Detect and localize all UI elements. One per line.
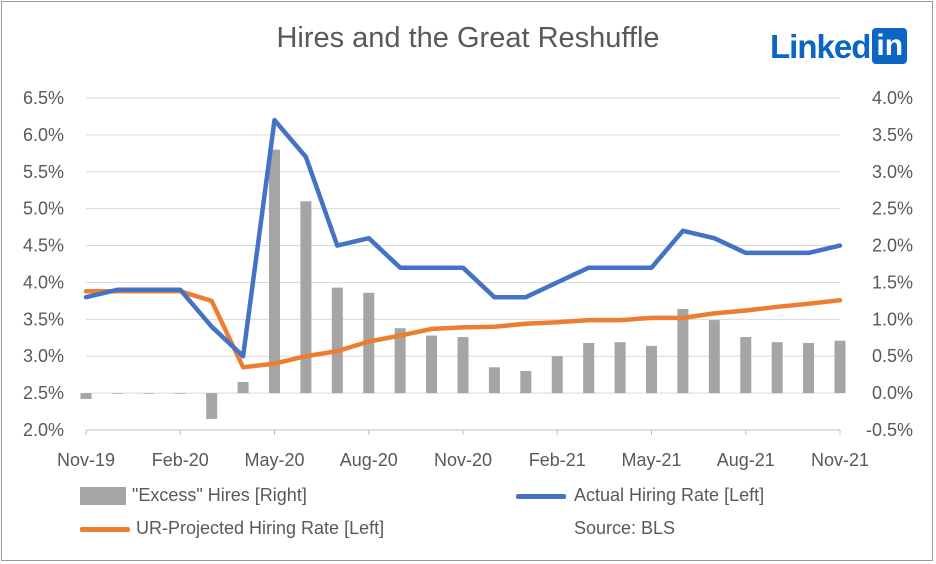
- bar: [143, 393, 155, 394]
- bar: [677, 309, 689, 394]
- bar: [394, 328, 406, 394]
- x-tick-label: Nov-19: [57, 450, 115, 470]
- bar: [708, 320, 720, 394]
- line-actual-hiring-rate: [83, 117, 843, 359]
- bar: [803, 342, 815, 394]
- left-axis-ticks: 2.0% 2.5% 3.0% 3.5% 4.0% 4.5% 5.0% 5.5% 6.0% 6.5%: [23, 88, 64, 440]
- bar: [174, 393, 186, 394]
- logo-wordmark: Linked: [770, 27, 871, 65]
- source-note: Source: BLS: [574, 518, 676, 538]
- bar: [583, 342, 595, 394]
- left-tick-label: 2.0%: [23, 420, 64, 440]
- bar-series-excess-hires: [80, 149, 846, 419]
- bar: [614, 342, 626, 394]
- right-tick-label: 1.0%: [872, 309, 913, 329]
- right-tick-label: 3.5%: [872, 125, 913, 145]
- linkedin-logo: Linked in: [770, 26, 908, 66]
- right-tick-label: 1.5%: [872, 272, 913, 292]
- bar: [300, 201, 312, 394]
- bar: [237, 382, 249, 394]
- chart-title: Hires and the Great Reshuffle: [276, 22, 660, 54]
- right-axis-ticks: -0.5% 0.0% 0.5% 1.0% 1.5% 2.0% 2.5% 3.0% 3.5% 4.0…: [866, 88, 913, 440]
- bar: [426, 335, 438, 394]
- left-tick-label: 4.5%: [23, 236, 64, 256]
- x-tick-label: Nov-21: [811, 450, 869, 470]
- bar: [457, 337, 469, 394]
- right-tick-label: 2.0%: [872, 236, 913, 256]
- line-ur-projected-hiring-rate: [83, 289, 843, 370]
- logo-box: in: [872, 28, 908, 64]
- bar: [80, 393, 92, 400]
- legend-label-actual-hiring: Actual Hiring Rate [Left]: [574, 485, 765, 505]
- x-tick-label: Feb-20: [152, 450, 209, 470]
- x-tick-label: Feb-21: [529, 450, 586, 470]
- bar: [111, 393, 123, 394]
- bar: [269, 149, 280, 394]
- bar: [834, 340, 846, 394]
- bar: [331, 287, 343, 394]
- bar: [520, 370, 532, 394]
- legend-label-ur-projected: UR-Projected Hiring Rate [Left]: [136, 518, 385, 538]
- left-tick-label: 3.0%: [23, 346, 64, 366]
- legend-label-excess-hires: "Excess" Hires [Right]: [132, 485, 307, 505]
- x-tick-label: Aug-21: [717, 450, 775, 470]
- legend-swatch-excess-hires: [80, 487, 126, 505]
- left-tick-label: 6.0%: [23, 125, 64, 145]
- right-tick-label: 4.0%: [872, 88, 913, 108]
- left-tick-label: 3.5%: [23, 309, 64, 329]
- x-axis-ticks: Nov-19 Feb-20 May-20 Aug-20 Nov-20 Feb-21 May-…: [57, 450, 869, 470]
- bar: [740, 337, 752, 394]
- axes: [85, 429, 841, 435]
- x-tick-label: Aug-20: [340, 450, 398, 470]
- x-tick-label: May-20: [244, 450, 304, 470]
- bar: [551, 356, 563, 394]
- x-tick-label: May-21: [621, 450, 681, 470]
- bar: [206, 393, 218, 419]
- left-tick-label: 4.0%: [23, 272, 64, 292]
- right-tick-label: -0.5%: [866, 420, 913, 440]
- bar: [771, 342, 783, 394]
- left-tick-label: 5.0%: [23, 199, 64, 219]
- x-tick-label: Nov-20: [434, 450, 492, 470]
- line-series: [83, 117, 843, 370]
- bar: [488, 367, 500, 394]
- left-tick-label: 5.5%: [23, 162, 64, 182]
- legend-swatch-ur-projected: [80, 527, 130, 532]
- right-tick-label: 3.0%: [872, 162, 913, 182]
- legend-swatch-actual-hiring: [516, 494, 566, 499]
- left-tick-label: 2.5%: [23, 383, 64, 403]
- right-tick-label: 2.5%: [872, 199, 913, 219]
- left-tick-label: 6.5%: [23, 88, 64, 108]
- bar: [646, 345, 657, 394]
- right-tick-label: 0.0%: [872, 383, 913, 403]
- right-tick-label: 0.5%: [872, 346, 913, 366]
